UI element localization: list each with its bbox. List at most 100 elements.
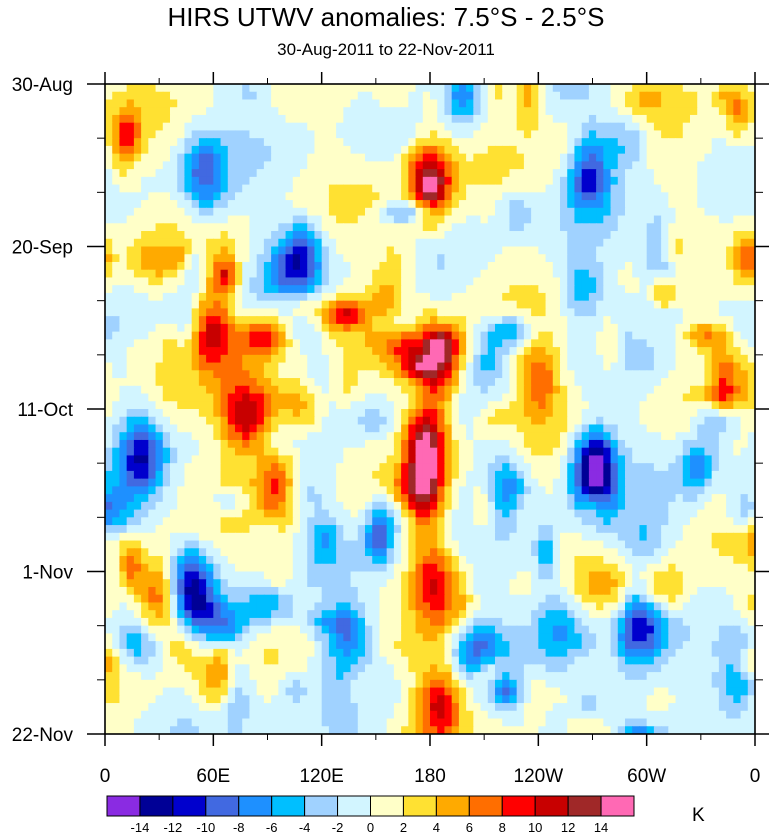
heatmap-cell [552, 207, 561, 217]
heatmap-cell [697, 308, 706, 317]
heatmap-cell [726, 370, 734, 379]
heatmap-cell [733, 122, 742, 132]
heatmap-cell [148, 378, 157, 387]
heatmap-cell [646, 107, 655, 116]
heatmap-cell [379, 292, 388, 302]
heatmap-cell [307, 339, 316, 348]
heatmap-cell [271, 347, 279, 356]
heatmap-cell [119, 292, 128, 302]
heatmap-cell [126, 378, 135, 387]
heatmap-cell [422, 501, 431, 511]
heatmap-cell [285, 91, 294, 101]
heatmap-cell [690, 432, 698, 441]
heatmap-cell [610, 494, 619, 503]
heatmap-cell [170, 153, 178, 162]
heatmap-cell [379, 409, 388, 418]
heatmap-cell [162, 292, 171, 302]
heatmap-cell [747, 347, 755, 356]
heatmap-cell [437, 478, 446, 487]
heatmap-cell [112, 207, 121, 217]
heatmap-cell [386, 362, 395, 371]
heatmap-cell [625, 432, 633, 441]
heatmap-cell [191, 370, 200, 379]
heatmap-cell [653, 323, 662, 333]
heatmap-cell [661, 470, 669, 480]
heatmap-cell [552, 470, 561, 480]
heatmap-cell [495, 261, 503, 271]
heatmap-cell [213, 153, 222, 162]
heatmap-cell [610, 130, 619, 139]
heatmap-cell [610, 184, 619, 193]
heatmap-cell [408, 463, 417, 472]
heatmap-cell [747, 455, 755, 464]
heatmap-cell [206, 215, 214, 224]
heatmap-cell [386, 84, 395, 93]
heatmap-cell [466, 122, 474, 132]
heatmap-cell [718, 378, 727, 387]
heatmap-cell [314, 339, 323, 348]
heatmap-cell [473, 254, 482, 263]
heatmap-cell [538, 138, 547, 147]
heatmap-cell [588, 84, 597, 93]
heatmap-cell [321, 455, 330, 464]
heatmap-cell [603, 91, 612, 101]
heatmap-cell [170, 192, 178, 201]
heatmap-cell [213, 409, 222, 418]
heatmap-cell [487, 401, 496, 410]
heatmap-cell [198, 254, 207, 263]
heatmap-cell [249, 292, 258, 302]
heatmap-cell [495, 254, 503, 263]
heatmap-cell [213, 246, 222, 255]
heatmap-cell [278, 432, 287, 441]
heatmap-cell [487, 207, 496, 217]
heatmap-cell [603, 107, 612, 116]
heatmap-cell [747, 99, 755, 108]
heatmap-cell [263, 261, 272, 271]
heatmap-cell [191, 486, 200, 495]
heatmap-cell [617, 292, 626, 302]
heatmap-cell [567, 207, 576, 217]
heatmap-cell [516, 145, 525, 155]
heatmap-cell [661, 501, 669, 511]
heatmap-cell [263, 277, 272, 286]
heatmap-cell [372, 254, 381, 263]
heatmap-cell [690, 107, 698, 116]
heatmap-cell [458, 192, 467, 201]
heatmap-cell [162, 370, 171, 379]
heatmap-cell [430, 463, 438, 472]
heatmap-cell [596, 409, 604, 418]
heatmap-cell [444, 153, 453, 162]
heatmap-cell [682, 145, 691, 155]
heatmap-cell [242, 292, 251, 302]
heatmap-cell [155, 122, 164, 132]
heatmap-cell [263, 215, 272, 224]
heatmap-cell [523, 200, 532, 209]
heatmap-cell [249, 207, 258, 217]
heatmap-cell [581, 200, 590, 209]
heatmap-cell [704, 114, 713, 124]
heatmap-cell [726, 378, 734, 387]
heatmap-cell [733, 84, 742, 93]
heatmap-cell [386, 130, 395, 139]
heatmap-cell [365, 285, 373, 294]
heatmap-cell [560, 200, 568, 209]
heatmap-cell [220, 470, 229, 480]
heatmap-cell [726, 393, 734, 402]
heatmap-cell [285, 138, 294, 147]
heatmap-cell [126, 246, 135, 255]
heatmap-cell [502, 416, 511, 426]
heatmap-cell [184, 130, 193, 139]
heatmap-cell [502, 145, 511, 155]
heatmap-cell [249, 91, 258, 101]
heatmap-cell [177, 122, 186, 132]
heatmap-cell [502, 393, 511, 402]
heatmap-cell [198, 347, 207, 356]
heatmap-cell [263, 416, 272, 426]
heatmap-cell [574, 439, 583, 449]
heatmap-cell [162, 107, 171, 116]
heatmap-cell [321, 331, 330, 340]
heatmap-cell [112, 122, 121, 132]
heatmap-cell [321, 316, 330, 325]
heatmap-cell [711, 254, 720, 263]
heatmap-cell [307, 145, 316, 155]
